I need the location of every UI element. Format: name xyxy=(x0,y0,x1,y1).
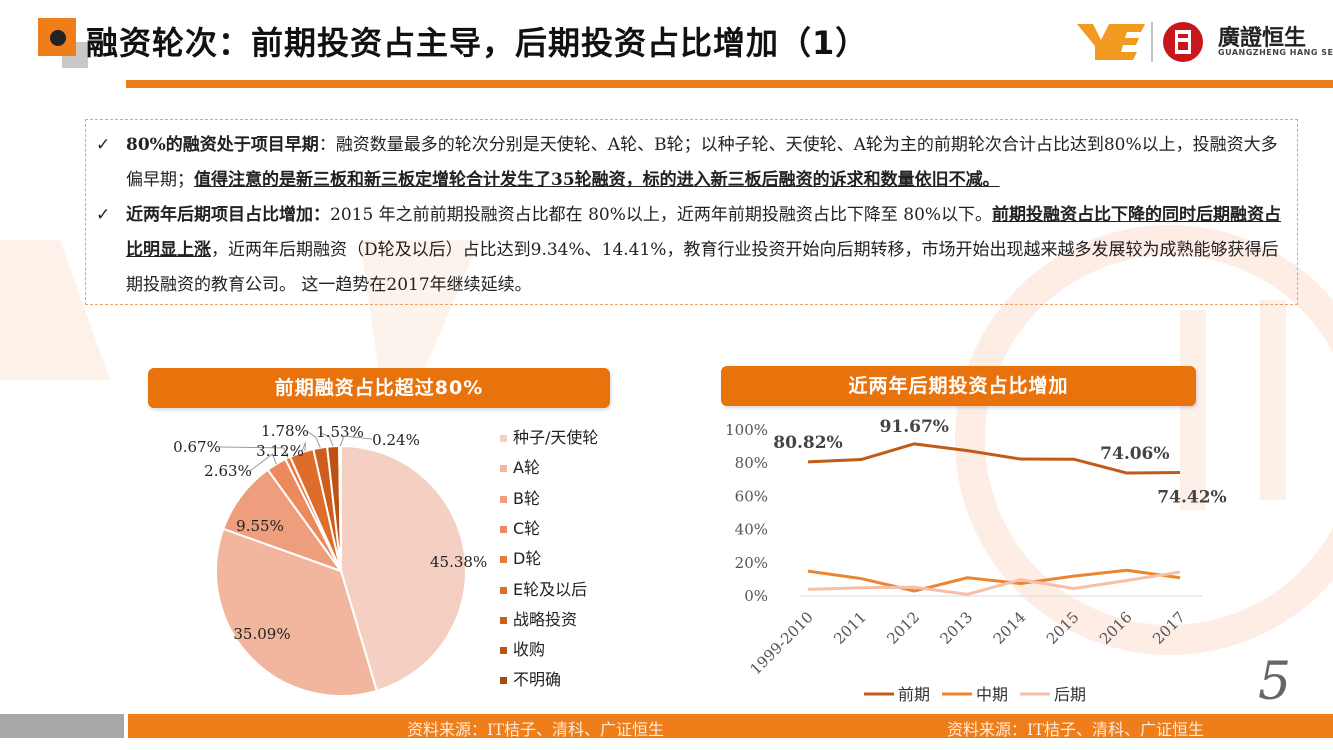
check-icon: ✓ xyxy=(96,135,111,155)
pie-leader-line xyxy=(301,442,307,453)
legend-label: 种子/天使轮 xyxy=(513,428,599,447)
legend-item: E轮及以后 xyxy=(500,576,587,600)
legend-item: 种子/天使轮 xyxy=(500,424,598,448)
series-line-3 xyxy=(807,570,1181,596)
y-tick-label: 80% xyxy=(735,454,768,472)
pie-leader-line xyxy=(306,430,321,448)
x-tick-label: 2013 xyxy=(937,608,977,648)
line-chart-title: 近两年后期投资占比增加 xyxy=(721,366,1196,406)
logo-text-en: GUANGZHENG HANG SENG xyxy=(1218,48,1333,57)
legend-label: 战略投资 xyxy=(513,609,578,629)
pie-slice-1 xyxy=(340,444,467,693)
pie-slice-2 xyxy=(215,527,378,697)
pie-chart: 45.38% 35.09% 9.55% 2.63% 0.67% 3.12% 1.78% 1.5… xyxy=(173,422,487,697)
legend-item: 战略投资 xyxy=(500,606,577,630)
legend-label: E轮及以后 xyxy=(513,579,588,599)
pie-data-label: 1.78% xyxy=(261,422,309,440)
legend-swatch xyxy=(500,556,507,564)
legend-swatch xyxy=(500,435,507,442)
pie-data-label: 35.09% xyxy=(233,625,290,643)
legend-label: 不明确 xyxy=(513,670,562,690)
legend-swatch xyxy=(500,525,507,533)
x-tick-label: 2011 xyxy=(830,608,870,648)
series-line-1 xyxy=(807,442,1181,475)
bullet-1-lead: 80%的融资处于项目早期 xyxy=(126,135,319,155)
check-icon: ✓ xyxy=(96,205,111,225)
data-annotation: 74.06% xyxy=(1100,444,1169,464)
pie-leader-line xyxy=(249,453,277,472)
bullet-2-lead: 近两年后期项目占比增加： xyxy=(126,205,330,225)
pie-leader-line xyxy=(339,435,373,447)
x-tick-label: 1999-2010 xyxy=(747,608,817,678)
legend-swatch xyxy=(500,495,507,503)
bullet-1-emphasis: 值得注意的是新三板和新三板定增轮合计发生了35轮融资，标的进入新三板后融资的诉求… xyxy=(194,170,1000,190)
bullet-point-1: ✓ 80%的融资处于项目早期：融资数量最多的轮次分别是天使轮、A轮、B轮；以种子… xyxy=(96,128,1285,198)
bullet-2-text: 2015 年之前前期投融资占比都在 80%以上，近两年前期投融资占比下降至 80… xyxy=(330,205,993,225)
logo-text-cn: 廣證恒生 xyxy=(1218,26,1307,51)
pie-chart-title: 前期融资占比超过80% xyxy=(148,368,610,408)
legend-swatch xyxy=(500,465,507,473)
data-annotation: 91.67% xyxy=(880,417,949,437)
pie-data-label: 2.63% xyxy=(204,462,252,480)
pie-data-label: 45.38% xyxy=(430,553,487,571)
pie-leader-line xyxy=(219,446,289,459)
data-annotation: 80.82% xyxy=(773,433,842,453)
legend-label: C轮 xyxy=(513,518,541,538)
x-tick-label: 2017 xyxy=(1149,608,1189,648)
y-tick-label: 0% xyxy=(744,587,768,605)
pie-data-label: 0.67% xyxy=(173,438,221,456)
legend-label: 收购 xyxy=(513,640,546,660)
legend-label: A轮 xyxy=(513,458,540,478)
page-number: 5 xyxy=(1258,652,1292,712)
legend-item: 不明确 xyxy=(500,666,561,690)
y-tick-label: 60% xyxy=(735,487,768,505)
pie-data-label: 3.12% xyxy=(256,442,304,460)
pie-data-label: 1.53% xyxy=(316,423,364,441)
source-note-left: 资料来源：IT桔子、清科、广证恒生 xyxy=(407,720,664,739)
legend-label: 中期 xyxy=(976,685,1008,704)
x-tick-label: 2014 xyxy=(990,608,1030,648)
legend-label: B轮 xyxy=(513,488,540,508)
legend-swatch xyxy=(500,647,507,655)
pie-data-label: 0.24% xyxy=(372,431,420,449)
legend-label: 后期 xyxy=(1054,685,1086,704)
footer-bar-orange xyxy=(128,714,1333,738)
bullet-2-emphasis: 前期投融资占比下降的同时后期融资占比明显上涨 xyxy=(126,205,1282,260)
title-bullet-icon xyxy=(50,30,66,46)
series-line-2 xyxy=(807,568,1181,593)
legend-label: 前期 xyxy=(898,685,930,704)
y-tick-label: 100% xyxy=(725,421,768,439)
pie-data-label: 9.55% xyxy=(236,517,284,535)
x-tick-label: 2016 xyxy=(1096,608,1136,648)
legend-label: D轮 xyxy=(513,549,542,569)
legend-item: 收购 xyxy=(500,636,545,660)
bullet-2-text-cont: ，近两年后期融资（D轮及以后）占比达到9.34%、14.41%，教育行业投资开始… xyxy=(126,240,1279,295)
legend-item: C轮 xyxy=(500,515,540,539)
title-underline-bar xyxy=(126,80,1333,88)
source-note-right: 资料来源：IT桔子、清科、广证恒生 xyxy=(947,720,1204,739)
legend-swatch xyxy=(500,616,507,624)
line-chart: 0% 20% 40% 60% 80% 100% 1999-2010 2011 2012 2013 2… xyxy=(725,417,1227,704)
pie-slice-3 xyxy=(222,468,344,574)
legend-item: D轮 xyxy=(500,545,541,569)
footer-bar-gray xyxy=(0,714,124,738)
x-tick-label: 2015 xyxy=(1043,608,1083,648)
bullet-1-text: 融资数量最多的轮次分别是天使轮、A轮、B轮；以种子轮、天使轮、A轮为主的前期轮次… xyxy=(126,135,1278,190)
y-tick-label: 40% xyxy=(735,521,768,539)
x-tick-label: 2012 xyxy=(883,608,923,648)
legend-swatch xyxy=(500,677,507,685)
legend-item: A轮 xyxy=(500,454,540,478)
legend-swatch xyxy=(500,586,507,594)
company-logo xyxy=(1077,22,1203,62)
y-tick-label: 20% xyxy=(735,554,768,572)
summary-box: ✓ 80%的融资处于项目早期：融资数量最多的轮次分别是天使轮、A轮、B轮；以种子… xyxy=(85,119,1298,305)
page-title: 融资轮次：前期投资占主导，后期投资占比增加（1） xyxy=(86,24,869,62)
pie-leader-line xyxy=(319,432,334,447)
bullet-point-2: ✓ 近两年后期项目占比增加：2015 年之前前期投融资占比都在 80%以上，近两… xyxy=(96,198,1285,303)
legend-item: B轮 xyxy=(500,485,540,509)
bullet-1-sep: ： xyxy=(318,135,336,155)
data-annotation: 74.42% xyxy=(1157,487,1226,507)
